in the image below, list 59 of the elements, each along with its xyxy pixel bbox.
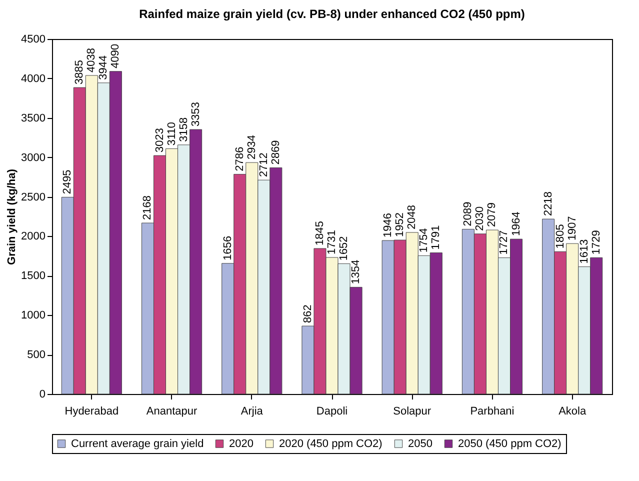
y-tick-label: 4500 [21,34,46,46]
data-label: 1754 [418,228,430,253]
data-label: 2712 [258,152,270,178]
data-label: 1805 [554,224,566,249]
y-tick-label: 1500 [21,270,46,282]
y-tick-label: 2000 [21,230,46,243]
x-tick-label: Anantapur [146,406,198,418]
data-label: 4038 [86,48,98,72]
legend-label: Current average grain yield [71,438,204,450]
x-tick-label: Akola [558,406,587,418]
y-tick-label: 4000 [21,72,46,85]
data-label: 1907 [566,216,578,241]
data-label: 1656 [222,236,234,260]
data-label: 3353 [190,102,202,126]
data-label: 2786 [234,146,246,172]
chart-title: Rainfed maize grain yield (cv. PB-8) under enhanced CO2 (450 ppm) [139,7,525,21]
data-label: 3158 [178,117,190,142]
x-tick-label: Arjia [240,406,264,418]
data-label: 1946 [382,213,394,238]
data-label: 2079 [486,202,498,227]
data-label: 1354 [350,260,362,284]
data-label: 3885 [74,60,86,85]
y-axis-title: Grain yield (kg/ha) [6,168,18,265]
data-label: 1613 [578,239,590,264]
data-label: 2495 [62,170,74,194]
legend-label: 2050 [408,438,432,450]
data-label: 1791 [430,225,442,250]
data-label: 1727 [498,230,510,255]
y-tick-label: 500 [27,349,46,362]
data-label: 1729 [590,230,602,255]
y-tick-label: 3000 [21,152,46,164]
data-label: 862 [302,304,314,323]
y-tick-label: 1000 [21,310,46,322]
legend-label: 2020 (450 ppm CO2) [279,438,382,450]
data-label: 1845 [314,220,326,246]
x-tick-label: Hyderabad [64,406,119,418]
data-label: 2168 [142,195,154,220]
x-tick-label: Dapoli [316,406,348,418]
data-label: 1652 [338,236,350,261]
data-label: 3110 [166,122,178,146]
y-tick-label: 2500 [21,191,46,204]
data-label: 2048 [406,204,418,230]
x-tick-label: Parbhani [470,406,514,418]
data-label: 2934 [246,135,258,160]
data-label: 1952 [394,212,406,238]
data-label: 3023 [154,128,166,153]
y-tick-label: 3500 [21,112,46,124]
legend-label: 2020 [229,438,254,450]
data-label: 2869 [270,140,282,165]
data-label: 1964 [510,212,522,236]
y-tick-label: 0 [39,388,46,400]
data-label: 3944 [98,55,110,80]
data-label: 2218 [542,192,554,216]
data-label: 2030 [474,206,486,231]
data-label: 2089 [462,202,474,226]
x-tick-label: Solapur [393,406,432,418]
legend-label: 2050 (450 ppm CO2) [458,438,562,450]
data-label: 1731 [326,230,338,254]
data-label: 4090 [110,44,122,68]
